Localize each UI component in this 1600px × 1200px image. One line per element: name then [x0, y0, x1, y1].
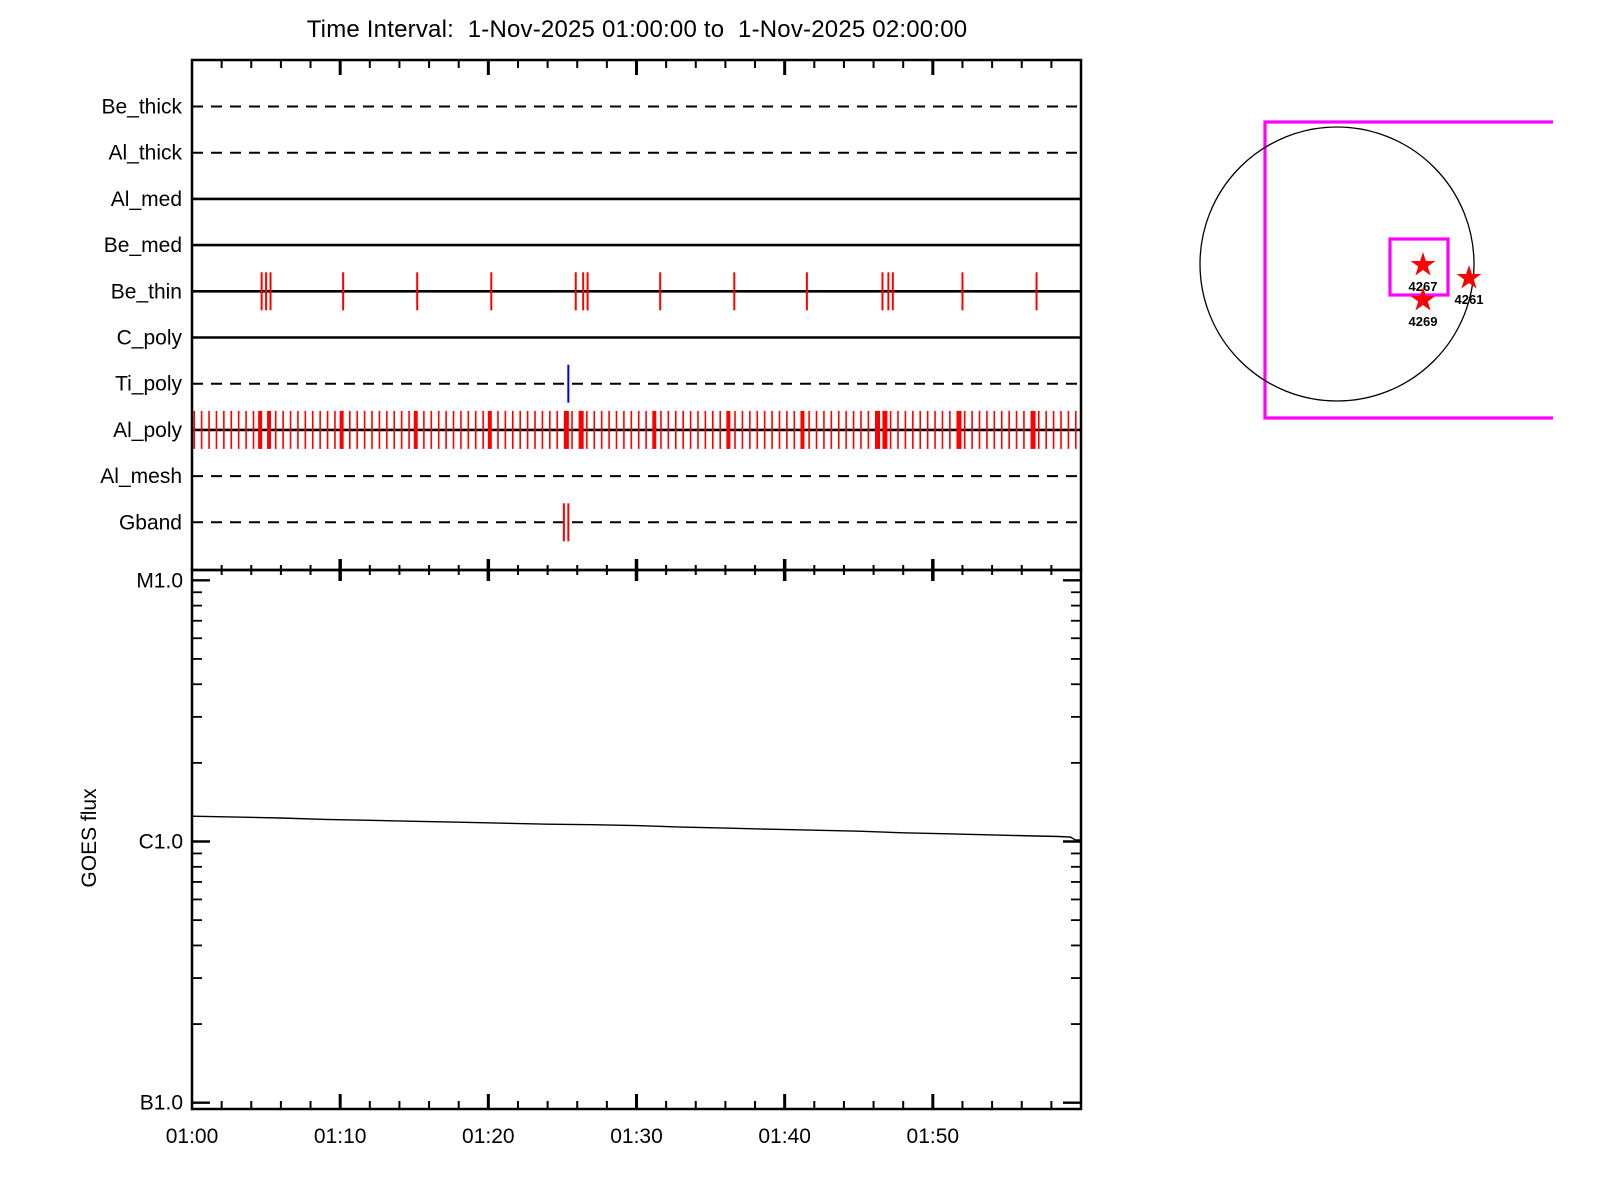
timeline-frame — [190, 58, 1083, 572]
filter-row-label: Al_mesh — [100, 465, 182, 488]
filter-row-gband: Gband — [119, 503, 1081, 542]
filter-row-label: Gband — [119, 511, 182, 534]
filter-row-al_mesh: Al_mesh — [100, 465, 1081, 488]
active-region-star — [1410, 287, 1436, 311]
filter-row-c_poly: C_poly — [117, 327, 1081, 350]
filter-row-be_med: Be_med — [104, 234, 1081, 257]
filter-row-label: Al_med — [111, 188, 182, 211]
goes-flux-axis-label: GOES flux — [78, 788, 101, 888]
xrt-target-box — [1388, 237, 1450, 297]
x-axis-tick-label: 01:30 — [610, 1125, 663, 1148]
x-axis-tick-label: 01:50 — [907, 1125, 960, 1148]
x-axis-tick-label: 01:10 — [314, 1125, 367, 1148]
y-axis-tick-label: C1.0 — [139, 831, 183, 854]
y-axis-tick-label: M1.0 — [136, 569, 183, 592]
x-axis-tick-label: 01:00 — [166, 1125, 219, 1148]
goes-frame — [190, 568, 1083, 1111]
active-region-4261: 4261 — [1455, 265, 1484, 307]
solar-limb-circle — [1199, 126, 1475, 402]
filter-row-label: Ti_poly — [115, 373, 182, 396]
goes-flux-panel: 01:00 01:10 01:20 01:30 01:40 01:50 M1.0 C1.0 B1… — [136, 568, 1083, 1148]
filter-row-be_thick: Be_thick — [101, 96, 1081, 119]
active-region-star — [1410, 252, 1436, 276]
filter-timeline-panel: Be_thick Al_thick Al_med Be_med Be_thin C_pol… — [100, 58, 1083, 581]
x-axis-tick-label: 01:20 — [462, 1125, 515, 1148]
active-region-label: 4269 — [1409, 314, 1438, 329]
filter-row-be_thin: Be_thin — [111, 272, 1081, 311]
active-region-label: 4267 — [1409, 279, 1438, 294]
goes-flux-curve — [191, 815, 1082, 841]
solar-disk-map: 4267 4261 4269 — [1199, 120, 1553, 420]
filter-row-label: Be_thin — [111, 280, 182, 303]
y-axis-tick-label: B1.0 — [140, 1092, 183, 1115]
filter-row-al_med: Al_med — [111, 188, 1081, 211]
filter-row-label: Be_thick — [101, 96, 182, 119]
active-region-label: 4261 — [1455, 292, 1484, 307]
filter-row-label: C_poly — [117, 327, 183, 350]
active-region-star — [1456, 265, 1482, 289]
x-axis-tick-label: 01:40 — [758, 1125, 811, 1148]
filter-row-al_thick: Al_thick — [108, 142, 1081, 165]
filter-row-label: Al_thick — [108, 142, 182, 165]
filter-row-label: Be_med — [104, 234, 182, 257]
active-region-4267: 4267 — [1409, 252, 1438, 294]
page-title: Time Interval: 1-Nov-2025 01:00:00 to 1-… — [306, 16, 968, 43]
fov-rectangle — [1263, 120, 1553, 420]
active-region-4269: 4269 — [1409, 287, 1438, 329]
filter-row-al_poly: Al_poly — [113, 410, 1081, 449]
filter-row-label: Al_poly — [113, 419, 182, 442]
filter-row-ti_poly: Ti_poly — [115, 364, 1081, 403]
